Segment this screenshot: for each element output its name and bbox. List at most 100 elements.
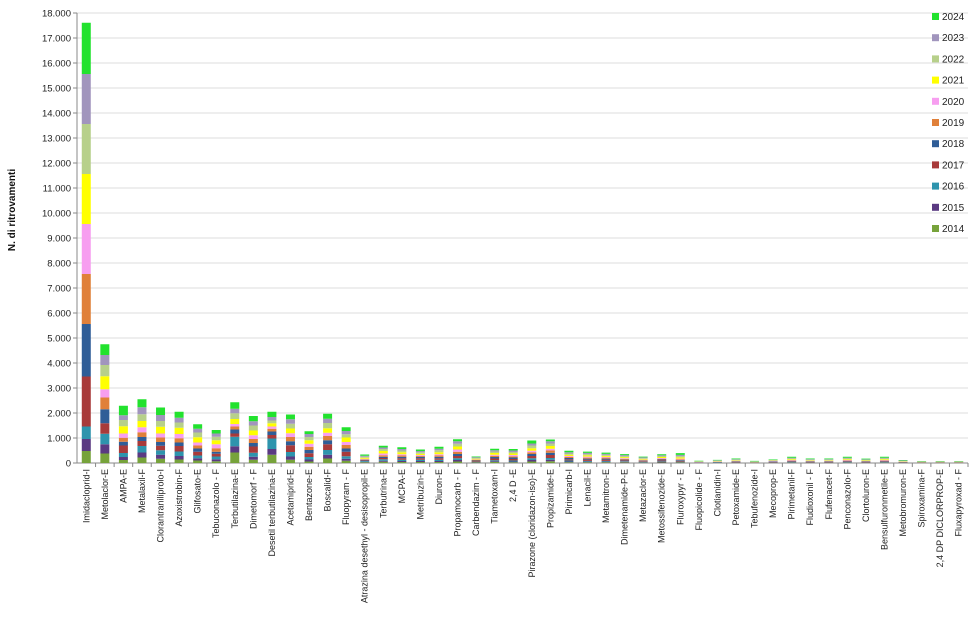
bar-segment xyxy=(193,460,203,463)
bar-segment xyxy=(304,443,314,447)
bar-segment xyxy=(100,409,110,424)
bar-segment xyxy=(304,459,314,462)
bar-segment xyxy=(397,452,407,455)
bar-segment xyxy=(620,459,630,461)
category-label: 2,4 D -E xyxy=(508,469,518,502)
legend-swatch xyxy=(932,140,939,148)
bar-segment xyxy=(193,424,203,429)
bar-segment xyxy=(805,459,815,461)
bar-segment xyxy=(341,431,351,435)
legend-label: 2017 xyxy=(942,160,965,171)
bar-segment xyxy=(842,458,852,460)
legend-label: 2021 xyxy=(942,76,965,87)
bar-segment xyxy=(118,433,128,438)
bar-segment xyxy=(842,456,852,458)
bar-segment xyxy=(137,437,147,441)
bar-segment xyxy=(434,461,444,462)
bar-segment xyxy=(118,415,128,420)
category-label: Fluxapyroxad - F xyxy=(954,469,964,537)
bar-segment xyxy=(378,447,388,449)
legend-swatch xyxy=(932,161,939,169)
bar-segment xyxy=(323,436,333,441)
bar-segment xyxy=(341,427,351,431)
bar-segment xyxy=(508,452,518,454)
bar-segment xyxy=(118,453,128,457)
bar-segment xyxy=(341,434,351,438)
bar-segment xyxy=(323,413,333,419)
bar-segment xyxy=(137,457,147,463)
bar-segment xyxy=(248,443,258,447)
bar-segment xyxy=(842,460,852,462)
bar-segment xyxy=(582,459,592,461)
bar-segment xyxy=(415,455,425,456)
legend-swatch xyxy=(932,34,939,42)
bar-segment xyxy=(564,457,574,458)
y-tick-label: 16.000 xyxy=(42,59,71,70)
bar-segment xyxy=(285,459,295,463)
bar-segment xyxy=(564,453,574,455)
bar-segment xyxy=(731,459,741,460)
bar-segment xyxy=(545,455,555,458)
bar-segment xyxy=(564,462,574,463)
legend-swatch xyxy=(932,119,939,126)
bar-segment xyxy=(248,435,258,439)
bar-segment xyxy=(211,444,221,449)
bar-segment xyxy=(156,437,166,442)
bar-segment xyxy=(267,454,277,463)
y-tick-labels: 0 1.000 2.000 3.000 4.000 5.000 6.000 7.000 8.00… xyxy=(42,9,77,470)
bar-segment xyxy=(415,461,425,462)
bar-segment xyxy=(879,460,889,462)
bar-segment xyxy=(156,433,166,438)
category-label: Metamitron-E xyxy=(601,469,611,523)
bar-segment xyxy=(100,389,110,398)
bar-segment xyxy=(787,461,797,462)
bar-segment xyxy=(415,456,425,459)
category-label: MCPA-E xyxy=(397,469,407,503)
bar-segment xyxy=(360,458,370,460)
bar-segment xyxy=(267,431,277,435)
bar-segment xyxy=(527,450,537,453)
bar-segment xyxy=(304,461,314,463)
bar-segment xyxy=(471,457,481,458)
bar-segment xyxy=(248,430,258,436)
bar-segment xyxy=(193,437,203,443)
bar-segment xyxy=(453,439,463,442)
bar-segment xyxy=(81,451,91,463)
bar-segment xyxy=(731,458,741,460)
y-tick-label: 9.000 xyxy=(47,234,71,245)
bar-segment xyxy=(397,458,407,460)
bar-segment xyxy=(675,460,685,462)
bar-segment xyxy=(471,461,481,463)
bar-segment xyxy=(248,425,258,431)
bar-segment xyxy=(453,456,463,459)
bar-segment xyxy=(81,174,91,224)
bar-segment xyxy=(304,434,314,437)
y-tick-label: 8.000 xyxy=(47,259,71,270)
y-tick-label: 10.000 xyxy=(42,209,71,220)
bar-segment xyxy=(582,457,592,459)
bar-segment xyxy=(193,458,203,461)
bar-segment xyxy=(137,432,147,437)
bar-segment xyxy=(81,324,91,377)
bar-segment xyxy=(118,457,128,460)
bar-segment xyxy=(657,461,667,462)
bar-segment xyxy=(564,450,574,453)
bar-segment xyxy=(490,454,500,456)
bar-segment xyxy=(174,434,184,439)
bar-segment xyxy=(193,455,203,459)
bar-segment xyxy=(397,449,407,451)
bar-segment xyxy=(304,446,314,450)
bar-segment xyxy=(582,461,592,463)
bar-segment xyxy=(378,453,388,456)
legend-swatch xyxy=(932,13,939,20)
bar-segment xyxy=(434,458,444,460)
bar-segment xyxy=(434,459,444,461)
bar-segment xyxy=(100,453,110,463)
category-label: Glifosato-E xyxy=(193,469,203,514)
bar-segment xyxy=(824,459,834,461)
bar-segment xyxy=(842,459,852,460)
bar-segment xyxy=(453,443,463,447)
legend-label: 2023 xyxy=(942,33,965,44)
y-tick-label: 3.000 xyxy=(47,384,71,395)
category-label: Penconazolo-F xyxy=(842,469,852,530)
